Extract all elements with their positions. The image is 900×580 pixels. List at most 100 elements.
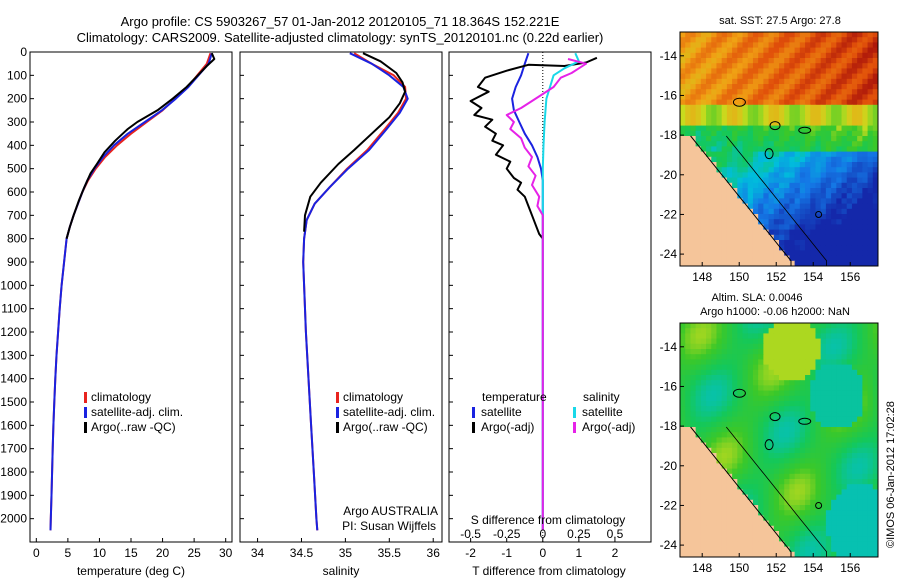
map-cell (758, 260, 764, 266)
map-cell (711, 141, 718, 147)
map-cell (700, 99, 707, 106)
map-cell (831, 385, 837, 392)
map-cell (841, 219, 848, 225)
map-cell (716, 395, 723, 402)
map-cell (773, 349, 780, 355)
map-cell (758, 406, 764, 412)
map-cell (763, 463, 770, 470)
map-cell (758, 224, 764, 231)
map-cell (752, 364, 759, 371)
map-cell (711, 156, 718, 163)
map-cell (685, 130, 692, 137)
map-cell (773, 416, 780, 423)
map-cell (784, 359, 791, 366)
map-cell (737, 234, 744, 241)
map-cell (726, 328, 733, 334)
map-cell (851, 151, 858, 158)
map-cell (794, 432, 801, 438)
map-cell (784, 546, 791, 553)
map-cell (773, 146, 780, 153)
map-cell (825, 536, 832, 542)
map-cell (851, 73, 858, 80)
map-cell (841, 489, 848, 496)
map-cell (695, 141, 702, 147)
map-cell (695, 411, 702, 418)
map-cell (747, 468, 754, 475)
map-cell (758, 58, 764, 64)
map-cell (867, 58, 874, 64)
map-cell (758, 99, 764, 106)
map-cell (747, 245, 754, 251)
map-cell (831, 442, 837, 449)
map-cell (820, 385, 827, 392)
map-cell (752, 343, 759, 350)
map-cell (799, 473, 806, 480)
map-cell (836, 375, 843, 381)
map-cell (810, 401, 817, 407)
map-cell (726, 255, 733, 262)
map-cell (726, 214, 733, 220)
map-cell (857, 172, 863, 179)
map-cell (805, 390, 811, 397)
map-cell (779, 437, 785, 444)
map-cell (851, 167, 858, 173)
map-cell (857, 453, 863, 459)
map-cell (831, 89, 837, 95)
map-cell (872, 52, 878, 59)
map-cell (867, 551, 874, 557)
map-cell (851, 177, 858, 184)
map-cell (706, 37, 712, 43)
map-cell (810, 484, 817, 490)
map-cell (685, 333, 692, 340)
map-cell (872, 447, 878, 454)
map-cell (851, 432, 858, 438)
map-cell (685, 99, 692, 106)
map-cell (758, 208, 764, 215)
map-cell (732, 395, 738, 402)
map-cell (747, 427, 754, 433)
map-cell (810, 141, 817, 147)
map-cell (680, 510, 686, 516)
map-cell (851, 390, 858, 397)
map-cell (768, 250, 775, 257)
map-cell (721, 473, 728, 480)
map-cell (721, 531, 728, 537)
map-cell (763, 32, 770, 38)
map-cell (862, 255, 869, 262)
map-cell (815, 32, 822, 38)
map-cell (742, 541, 749, 548)
map-cell (706, 193, 712, 199)
map-cell (805, 115, 811, 121)
map-cell (732, 364, 738, 371)
map-cell (695, 130, 702, 137)
map-cell (752, 401, 759, 407)
map-cell (726, 479, 733, 485)
map-cell (690, 214, 697, 220)
salinity-legend: climatology satellite-adj. clim. Argo(..… (336, 390, 435, 434)
map-cell (862, 546, 869, 553)
legend-climatology-label: climatology (91, 390, 151, 404)
map-cell (831, 63, 837, 69)
map-cell (851, 208, 858, 215)
map-cell (789, 58, 796, 64)
map-cell (732, 146, 738, 153)
map-cell (836, 203, 843, 210)
map-cell (685, 432, 692, 438)
map-cell (721, 499, 728, 506)
map-cell (831, 380, 837, 386)
map-cell (700, 125, 707, 132)
map-cell (732, 182, 738, 189)
map-cell (737, 510, 744, 516)
map-cell (820, 458, 827, 464)
map-cell (726, 525, 733, 532)
map-cell (711, 536, 718, 542)
map-cell (872, 458, 878, 464)
map-cell (747, 255, 754, 262)
map-cell (841, 359, 848, 366)
map-cell (784, 198, 791, 205)
reef-outline (764, 148, 774, 160)
map-cell (773, 385, 780, 392)
map-cell (815, 240, 822, 246)
map-cell (726, 151, 733, 158)
map-cell (862, 260, 869, 266)
